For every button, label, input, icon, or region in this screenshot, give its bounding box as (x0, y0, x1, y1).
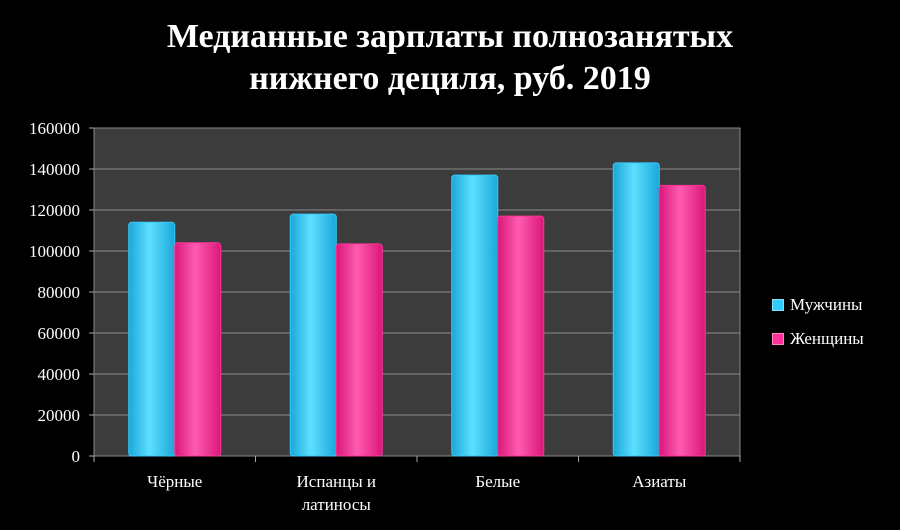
x-category-label: Белые (475, 472, 520, 491)
y-tick-label: 40000 (38, 365, 81, 384)
bar-men (128, 221, 176, 457)
y-tick-label: 60000 (38, 324, 81, 343)
y-tick-label: 120000 (29, 201, 80, 220)
x-category-labels: Чёрные Испанцы и латиносы Белые Азиаты (93, 456, 741, 514)
bar-women (335, 243, 383, 457)
y-tick-label: 160000 (29, 119, 80, 138)
y-tick-labels: 0 20000 40000 60000 80000 100000 120000 140000 1… (29, 119, 94, 466)
chart-title: Медианные зарплаты полнозанятых нижнего … (0, 16, 900, 100)
y-tick-label: 0 (72, 447, 81, 466)
legend-swatch (772, 333, 784, 345)
chart-title-line-1: Медианные зарплаты полнозанятых (166, 18, 734, 55)
bar-women (658, 184, 706, 457)
y-tick-label: 100000 (29, 242, 80, 261)
legend-item-women: Женщины (772, 322, 864, 356)
y-tick-label: 80000 (38, 283, 81, 302)
x-category-label: Азиаты (632, 472, 687, 491)
x-category-label: Испанцы и латиносы (297, 472, 376, 514)
x-category-label: Чёрные (147, 472, 202, 491)
legend-label: Женщины (790, 329, 864, 348)
bars (128, 162, 706, 457)
bar-men (612, 162, 660, 457)
chart-title-line-2: нижнего дециля, руб. 2019 (249, 60, 651, 97)
legend-label: Мужчины (790, 295, 863, 314)
legend: Мужчины Женщины (772, 288, 864, 356)
bar-men (289, 213, 337, 457)
bar-women (174, 242, 222, 457)
legend-swatch (772, 299, 784, 311)
y-tick-label: 20000 (38, 406, 81, 425)
y-tick-label: 140000 (29, 160, 80, 179)
bar-men (451, 174, 499, 457)
legend-item-men: Мужчины (772, 288, 864, 322)
bar-women (497, 215, 545, 457)
